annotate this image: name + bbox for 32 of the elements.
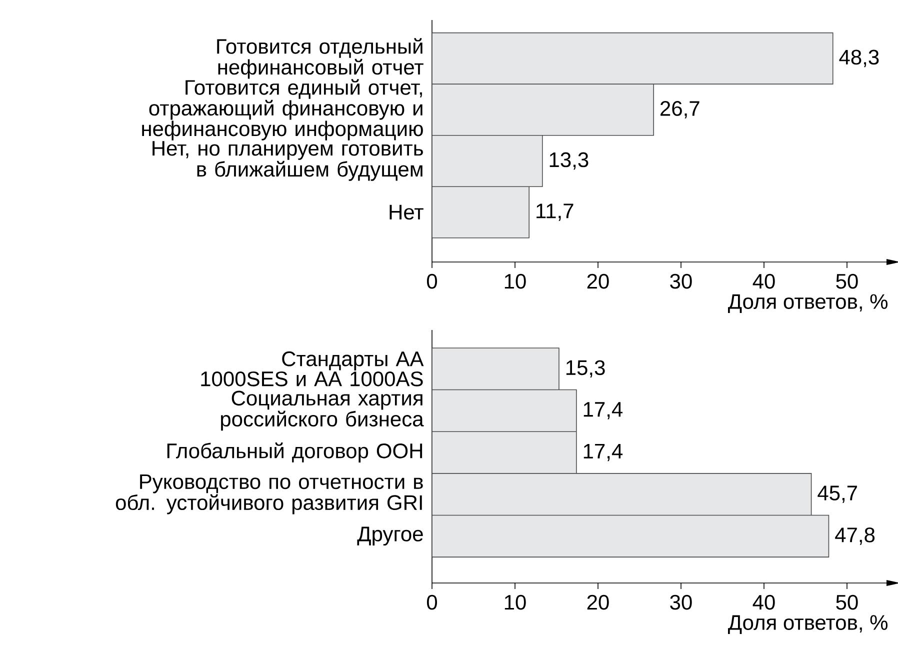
data-label: 17,4 <box>584 402 623 420</box>
x-tick-label: 20 <box>587 594 609 610</box>
y-tick-label: Готовится отдельный нефинансовый отчет <box>217 38 424 79</box>
y-tick-label: Нет, но планируем готовить в ближайшем будущем <box>152 141 423 181</box>
x-tick-label: 20 <box>587 274 609 289</box>
data-label: 11,7 <box>536 204 574 221</box>
data-label: 26,7 <box>660 101 700 118</box>
y-tick-label: Другое <box>357 526 423 546</box>
data-label: 47,8 <box>835 527 875 545</box>
x-axis-title: Доля ответов, % <box>728 615 888 634</box>
x-tick-label: 30 <box>670 274 692 289</box>
x-tick-label: 0 <box>426 274 438 289</box>
x-tick-label: 50 <box>836 274 858 289</box>
x-tick-label: 10 <box>504 274 526 289</box>
y-tick-label: Социальная хартия российского бизнеса <box>221 390 424 431</box>
x-axis-title: Доля ответов, % <box>728 294 888 313</box>
data-label: 15,3 <box>566 360 605 378</box>
x-tick-label: 40 <box>752 274 775 289</box>
x-tick-label: 40 <box>752 594 775 610</box>
x-tick-label: 50 <box>836 594 858 610</box>
y-tick-label: Нет <box>390 204 424 220</box>
y-tick-label: Руководство по отчетности в обл. устойчивого развития GRI <box>116 474 423 514</box>
y-tick-label: Стандарты АА 1000SES и АА 1000AS <box>201 351 424 386</box>
y-tick-label: Глобальный договор ООН <box>167 442 422 462</box>
y-tick-label: Готовится единый отчет, отражающий финансовую и нефинансовую информацию <box>142 79 423 140</box>
data-label: 45,7 <box>818 486 857 503</box>
x-tick-label: 0 <box>426 594 438 610</box>
x-tick-label: 10 <box>504 594 526 610</box>
x-tick-label: 30 <box>670 594 692 610</box>
data-label: 17,4 <box>584 444 623 462</box>
data-label: 48,3 <box>839 50 879 68</box>
data-label: 13,3 <box>550 152 588 170</box>
